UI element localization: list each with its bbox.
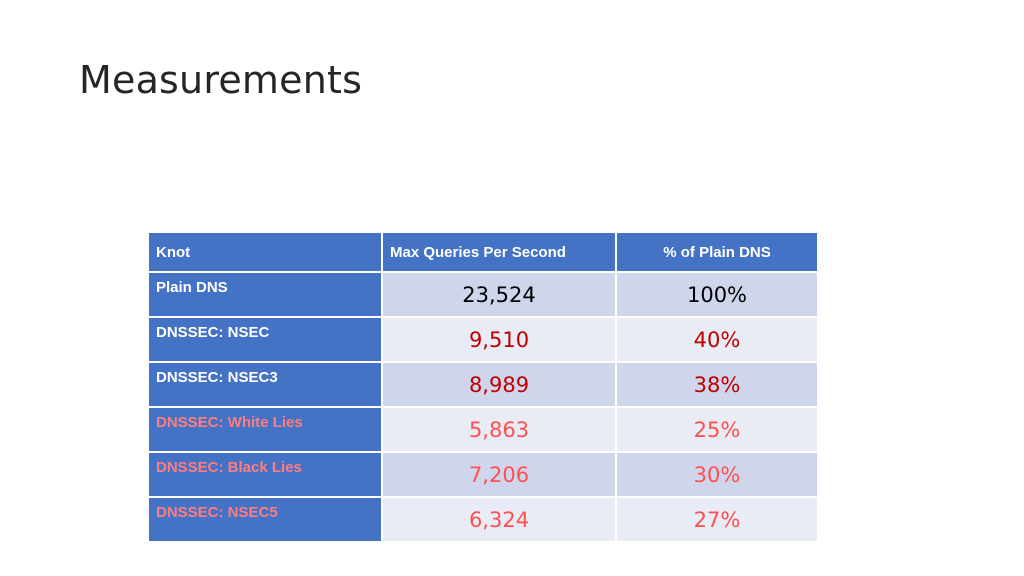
percent-cell: 40%: [615, 316, 819, 363]
max-qps-cell: 6,324: [381, 496, 617, 543]
max-qps-cell: 5,863: [381, 406, 617, 453]
max-qps-cell: 9,510: [381, 316, 617, 363]
table-row: Plain DNS 23,524 100%: [147, 271, 819, 318]
percent-cell: 27%: [615, 496, 819, 543]
table-row: DNSSEC: White Lies 5,863 25%: [147, 406, 819, 453]
column-header-implementation: Knot: [147, 231, 383, 273]
row-label: DNSSEC: NSEC: [147, 316, 383, 363]
row-label: DNSSEC: White Lies: [147, 406, 383, 453]
table-header-row: Knot Max Queries Per Second % of Plain D…: [147, 231, 819, 273]
slide-title: Measurements: [79, 58, 363, 102]
column-header-max-qps: Max Queries Per Second: [381, 231, 617, 273]
column-header-percent: % of Plain DNS: [615, 231, 819, 273]
table-row: DNSSEC: NSEC5 6,324 27%: [147, 496, 819, 543]
table-row: DNSSEC: NSEC3 8,989 38%: [147, 361, 819, 408]
table-row: DNSSEC: Black Lies 7,206 30%: [147, 451, 819, 498]
table-row: DNSSEC: NSEC 9,510 40%: [147, 316, 819, 363]
percent-cell: 38%: [615, 361, 819, 408]
max-qps-cell: 8,989: [381, 361, 617, 408]
percent-cell: 25%: [615, 406, 819, 453]
row-label: DNSSEC: NSEC5: [147, 496, 383, 543]
max-qps-cell: 23,524: [381, 271, 617, 318]
max-qps-cell: 7,206: [381, 451, 617, 498]
percent-cell: 100%: [615, 271, 819, 318]
row-label: DNSSEC: NSEC3: [147, 361, 383, 408]
row-label: DNSSEC: Black Lies: [147, 451, 383, 498]
percent-cell: 30%: [615, 451, 819, 498]
results-table: Knot Max Queries Per Second % of Plain D…: [147, 231, 819, 543]
row-label: Plain DNS: [147, 271, 383, 318]
